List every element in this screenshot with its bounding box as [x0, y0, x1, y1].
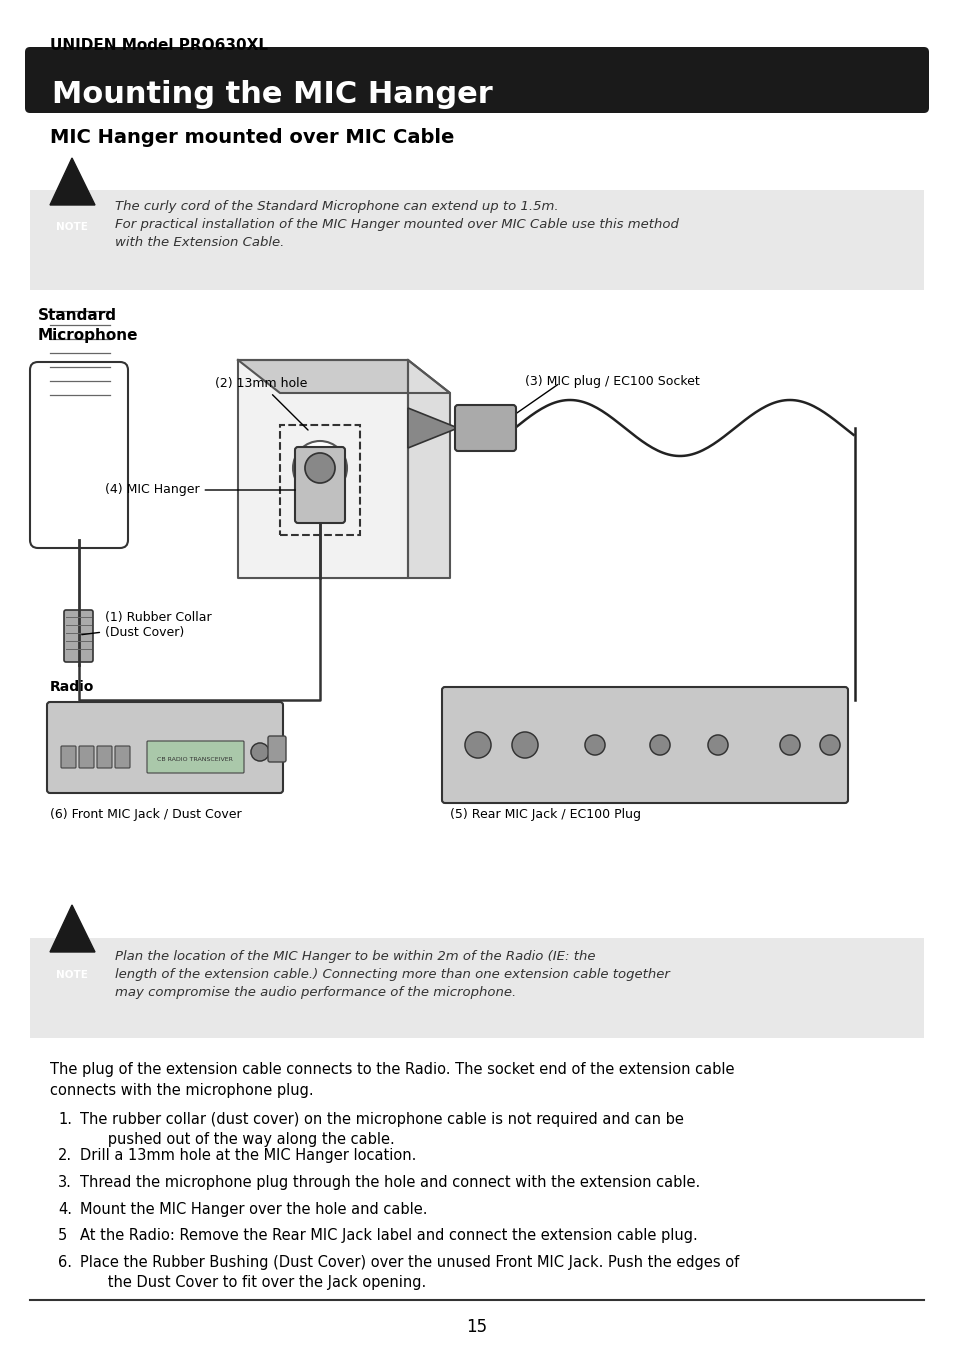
- Text: (4) MIC Hanger: (4) MIC Hanger: [105, 483, 294, 497]
- FancyBboxPatch shape: [64, 610, 92, 662]
- FancyBboxPatch shape: [47, 702, 283, 792]
- Text: 5: 5: [58, 1228, 67, 1243]
- Circle shape: [251, 743, 269, 761]
- Text: Standard
Microphone: Standard Microphone: [38, 308, 138, 343]
- Polygon shape: [408, 360, 450, 578]
- Text: CB RADIO TRANSCEIVER: CB RADIO TRANSCEIVER: [157, 757, 233, 761]
- Text: 3.: 3.: [58, 1174, 71, 1189]
- Polygon shape: [408, 408, 457, 448]
- FancyBboxPatch shape: [441, 687, 847, 803]
- FancyBboxPatch shape: [455, 405, 516, 451]
- Polygon shape: [50, 904, 95, 952]
- Polygon shape: [237, 360, 450, 393]
- FancyBboxPatch shape: [97, 747, 112, 768]
- Circle shape: [305, 454, 335, 483]
- Text: 2.: 2.: [58, 1148, 72, 1162]
- Circle shape: [820, 734, 840, 755]
- Text: 1.: 1.: [58, 1112, 71, 1127]
- Text: (6) Front MIC Jack / Dust Cover: (6) Front MIC Jack / Dust Cover: [50, 809, 241, 821]
- Text: Drill a 13mm hole at the MIC Hanger location.: Drill a 13mm hole at the MIC Hanger loca…: [80, 1148, 416, 1162]
- Text: (5) Rear MIC Jack / EC100 Plug: (5) Rear MIC Jack / EC100 Plug: [450, 809, 640, 821]
- Polygon shape: [237, 360, 408, 578]
- Text: Mounting the MIC Hanger: Mounting the MIC Hanger: [52, 80, 493, 109]
- FancyBboxPatch shape: [115, 747, 130, 768]
- Polygon shape: [50, 158, 95, 205]
- Text: The curly cord of the Standard Microphone can extend up to 1.5m.
For practical i: The curly cord of the Standard Microphon…: [115, 200, 679, 248]
- Circle shape: [293, 441, 347, 495]
- FancyBboxPatch shape: [147, 741, 244, 774]
- Text: The rubber collar (dust cover) on the microphone cable is not required and can b: The rubber collar (dust cover) on the mi…: [80, 1112, 683, 1146]
- Circle shape: [780, 734, 800, 755]
- Text: Radio: Radio: [50, 680, 94, 694]
- Circle shape: [707, 734, 727, 755]
- FancyBboxPatch shape: [268, 736, 286, 761]
- Text: Plan the location of the MIC Hanger to be within 2m of the Radio (IE: the
length: Plan the location of the MIC Hanger to b…: [115, 950, 669, 999]
- Text: Place the Rubber Bushing (Dust Cover) over the unused Front MIC Jack. Push the e: Place the Rubber Bushing (Dust Cover) ov…: [80, 1256, 739, 1289]
- Text: 4.: 4.: [58, 1202, 71, 1216]
- FancyBboxPatch shape: [30, 190, 923, 290]
- Text: Thread the microphone plug through the hole and connect with the extension cable: Thread the microphone plug through the h…: [80, 1174, 700, 1189]
- Circle shape: [512, 732, 537, 757]
- Text: UNIDEN Model PRO630XL: UNIDEN Model PRO630XL: [50, 38, 268, 53]
- FancyBboxPatch shape: [61, 747, 76, 768]
- Text: (1) Rubber Collar
(Dust Cover): (1) Rubber Collar (Dust Cover): [82, 612, 212, 639]
- Text: 15: 15: [466, 1318, 487, 1336]
- FancyBboxPatch shape: [79, 747, 94, 768]
- Text: NOTE: NOTE: [56, 221, 88, 232]
- Text: (3) MIC plug / EC100 Socket: (3) MIC plug / EC100 Socket: [524, 375, 699, 387]
- Text: (2) 13mm hole: (2) 13mm hole: [214, 377, 308, 431]
- FancyBboxPatch shape: [25, 47, 928, 113]
- Text: MIC Hanger mounted over MIC Cable: MIC Hanger mounted over MIC Cable: [50, 128, 454, 147]
- Text: The plug of the extension cable connects to the Radio. The socket end of the ext: The plug of the extension cable connects…: [50, 1062, 734, 1098]
- Circle shape: [464, 732, 491, 757]
- Circle shape: [649, 734, 669, 755]
- Circle shape: [584, 734, 604, 755]
- Text: Mount the MIC Hanger over the hole and cable.: Mount the MIC Hanger over the hole and c…: [80, 1202, 427, 1216]
- Text: At the Radio: Remove the Rear MIC Jack label and connect the extension cable plu: At the Radio: Remove the Rear MIC Jack l…: [80, 1228, 697, 1243]
- Text: 6.: 6.: [58, 1256, 71, 1270]
- FancyBboxPatch shape: [30, 938, 923, 1038]
- Text: NOTE: NOTE: [56, 971, 88, 980]
- FancyBboxPatch shape: [294, 447, 345, 522]
- FancyBboxPatch shape: [30, 362, 128, 548]
